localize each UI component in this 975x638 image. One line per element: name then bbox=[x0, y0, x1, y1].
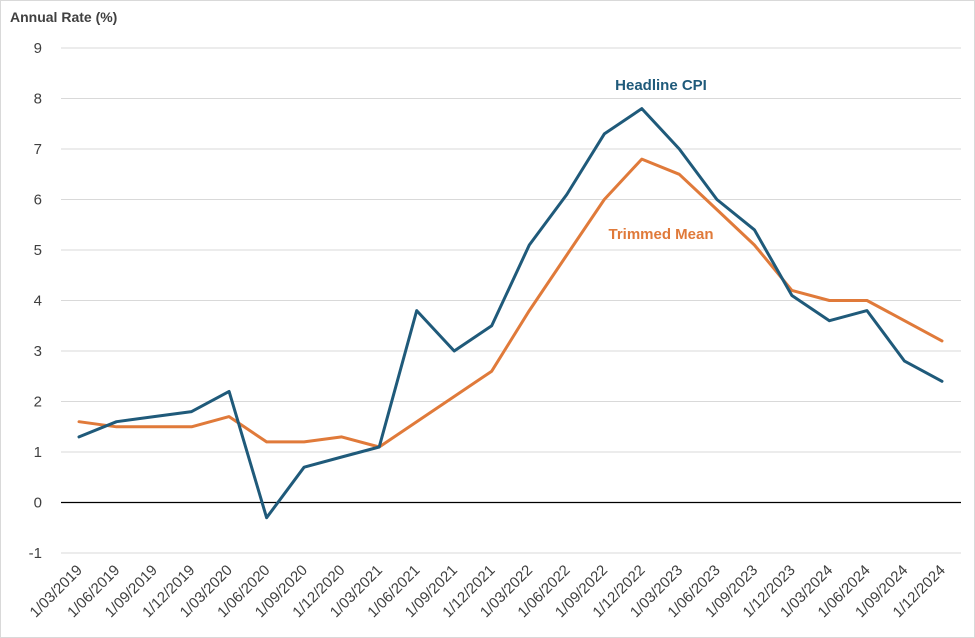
y-tick-label: -1 bbox=[29, 545, 42, 562]
y-tick-label: 9 bbox=[34, 40, 42, 57]
series-labels: Headline CPI Trimmed Mean bbox=[608, 77, 713, 243]
y-tick-label: 7 bbox=[34, 141, 42, 158]
series-label-trimmed-mean: Trimmed Mean bbox=[608, 226, 713, 243]
series-line-headline-cpi bbox=[77, 107, 944, 520]
x-tick-labels: 1/03/20191/06/20191/09/20191/12/20191/03… bbox=[27, 562, 949, 621]
y-tick-label: 6 bbox=[34, 192, 42, 209]
grid-layer bbox=[61, 47, 961, 554]
y-tick-label: 1 bbox=[34, 444, 42, 461]
y-tick-label: 8 bbox=[34, 91, 42, 108]
y-tick-label: 4 bbox=[34, 293, 42, 310]
y-axis-label: Annual Rate (%) bbox=[10, 9, 118, 25]
y-tick-label: 5 bbox=[34, 242, 42, 259]
y-tick-labels: -1 0 1 2 3 4 5 6 7 8 9 bbox=[29, 40, 42, 562]
series-label-headline-cpi: Headline CPI bbox=[615, 77, 707, 94]
y-tick-label: 2 bbox=[34, 394, 42, 411]
series-line-trimmed-mean bbox=[77, 157, 944, 449]
y-tick-label: 0 bbox=[34, 495, 42, 512]
series-layer bbox=[77, 107, 944, 520]
y-tick-label: 3 bbox=[34, 343, 42, 360]
